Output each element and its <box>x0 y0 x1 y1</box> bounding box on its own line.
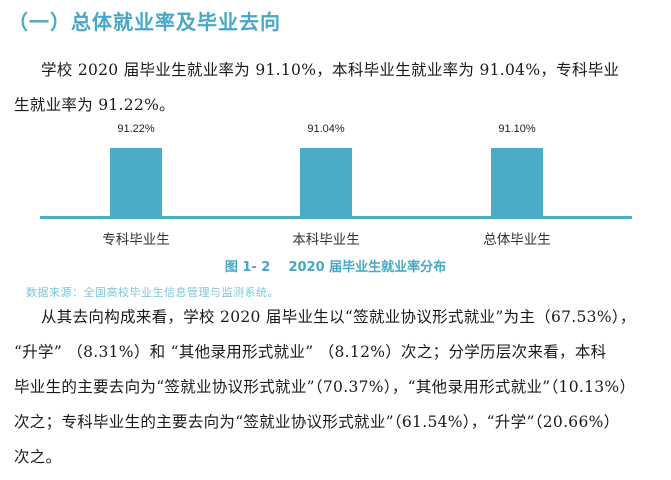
bar-vocational <box>110 148 162 216</box>
figure-caption: 图 1- 2 2020 届毕业生就业率分布 <box>224 260 447 275</box>
bar-value-label: 91.04% <box>307 123 345 135</box>
data-source-note: 数据来源：全国高校毕业生信息管理与监测系统。 <box>26 286 279 299</box>
employment-rate-paragraph: 学校 2020 届毕业生就业率为 91.10%，本科毕业生就业率为 91.04%… <box>14 53 664 123</box>
bar-value-label: 91.22% <box>117 123 155 135</box>
bar-value-label: 91.10% <box>498 123 536 135</box>
x-axis-line <box>40 216 632 219</box>
category-label: 总体毕业生 <box>483 232 551 248</box>
paragraph-line: “升学” （8.31%）和 “其他录用形式就业” （8.12%）次之；分学历层次… <box>14 343 607 361</box>
paragraph-line: 生就业率为 91.22%。 <box>14 96 175 114</box>
paragraph-line: 次之；专科毕业生的主要去向为“签就业协议形式就业”（61.54%），“升学”（2… <box>14 413 620 431</box>
section-heading: （一）总体就业率及毕业去向 <box>8 10 281 34</box>
employment-rate-bar-chart: 91.22% 专科毕业生 91.04% 本科毕业生 91.10% 总体毕业生 <box>0 112 671 262</box>
category-label: 本科毕业生 <box>292 232 360 248</box>
bar-overall <box>491 148 543 216</box>
category-label: 专科毕业生 <box>102 232 170 248</box>
paragraph-line: 从其去向构成来看，学校 2020 届毕业生以“签就业协议形式就业”为主（67.5… <box>41 308 636 326</box>
paragraph-line: 毕业生的主要去向为“签就业协议形式就业”（70.37%），“其他录用形式就业”（… <box>14 378 636 396</box>
paragraph-line: 次之。 <box>14 448 62 466</box>
paragraph-line: 学校 2020 届毕业生就业率为 91.10%，本科毕业生就业率为 91.04%… <box>41 61 620 79</box>
bar-undergraduate <box>300 148 352 216</box>
destination-paragraph: 从其去向构成来看，学校 2020 届毕业生以“签就业协议形式就业”为主（67.5… <box>14 300 664 475</box>
